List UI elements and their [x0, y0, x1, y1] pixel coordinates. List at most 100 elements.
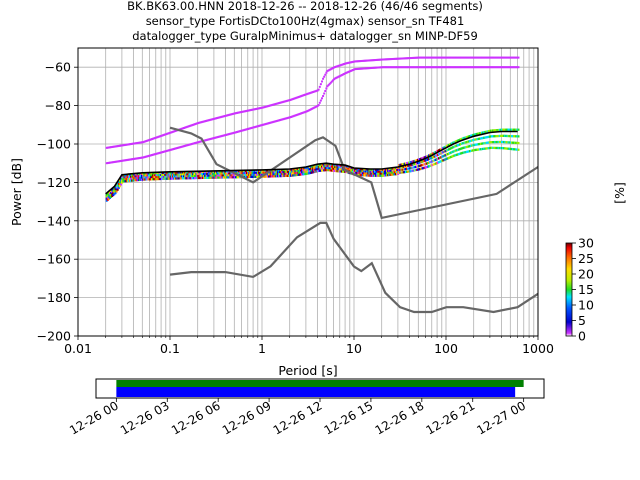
- psd-cell: [504, 56, 507, 59]
- psd-cell: [114, 188, 117, 191]
- psd-cell: [347, 167, 350, 170]
- psd-cell: [105, 146, 108, 149]
- psd-cell: [401, 57, 404, 60]
- psd-cell: [173, 130, 176, 133]
- psd-cell: [294, 168, 297, 171]
- psd-cell: [155, 152, 158, 155]
- psd-cell: [223, 174, 226, 177]
- psd-cell: [306, 92, 309, 95]
- psd-cell: [487, 135, 490, 138]
- psd-cell: [402, 162, 405, 166]
- psd-cell: [146, 155, 149, 158]
- psd-cell: [502, 147, 505, 150]
- psd-cell: [144, 172, 147, 175]
- psd-cell: [261, 171, 264, 174]
- psd-cell: [110, 195, 113, 198]
- psd-cell: [502, 140, 505, 144]
- psd-cell: [396, 172, 399, 176]
- psd-cell: [308, 170, 311, 173]
- psd-cell: [304, 170, 307, 174]
- psd-cell: [387, 172, 390, 175]
- psd-cell: [344, 170, 347, 173]
- psd-cell: [118, 160, 121, 163]
- psd-cell: [502, 134, 505, 137]
- psd-cell: [365, 168, 368, 171]
- psd-cell: [165, 133, 168, 136]
- psd-cell: [319, 169, 322, 172]
- psd-cell: [131, 158, 134, 161]
- psd-cell: [443, 146, 446, 149]
- psd-cell: [339, 64, 342, 67]
- psd-cell: [228, 133, 231, 136]
- psd-cell: [393, 169, 396, 172]
- psd-cell: [147, 178, 150, 181]
- psd-cell: [262, 171, 265, 174]
- psd-cell: [487, 130, 490, 133]
- psd-cell: [506, 147, 509, 150]
- psd-cell: [492, 129, 495, 132]
- psd-cell: [281, 169, 284, 172]
- psd-cell: [199, 140, 202, 143]
- psd-cell: [499, 134, 502, 138]
- psd-cell: [157, 152, 160, 155]
- psd-cell: [251, 171, 254, 175]
- psd-cell: [138, 173, 141, 176]
- psd-cell: [429, 56, 432, 59]
- psd-cell: [457, 66, 460, 69]
- psd-cell: [203, 139, 206, 142]
- psd-cell: [174, 147, 177, 150]
- psd-cell: [493, 140, 496, 144]
- psd-cell: [417, 56, 420, 59]
- psd-cell: [349, 170, 352, 173]
- psd-cell: [426, 161, 429, 165]
- psd-cell: [139, 156, 142, 159]
- psd-cell: [149, 138, 152, 141]
- psd-cell: [381, 66, 384, 69]
- psd-cell: [153, 137, 156, 140]
- psd-cell: [434, 154, 437, 158]
- psd-cell: [173, 175, 176, 178]
- psd-cell: [413, 66, 416, 69]
- psd-cell: [106, 192, 109, 196]
- psd-cell: [285, 169, 288, 172]
- psd-cell: [442, 159, 445, 162]
- psd-cell: [163, 150, 166, 153]
- psd-cell: [482, 131, 485, 134]
- psd-cell: [435, 66, 438, 69]
- psd-cell: [241, 110, 244, 113]
- psd-cell: [471, 66, 474, 69]
- psd-cell: [298, 167, 301, 171]
- psd-cell: [488, 66, 491, 69]
- psd-cell: [297, 95, 300, 98]
- psd-cell: [105, 162, 108, 165]
- psd-cell: [439, 66, 442, 69]
- psd-cell: [372, 170, 375, 174]
- psd-cell: [288, 174, 291, 177]
- psd-cell: [222, 134, 225, 137]
- psd-cell: [134, 142, 137, 145]
- psd-cell: [242, 110, 245, 113]
- psd-cell: [407, 161, 410, 165]
- psd-cell: [160, 151, 163, 154]
- psd-cell: [511, 66, 514, 69]
- psd-cell: [158, 172, 161, 175]
- psd-cell: [233, 131, 236, 134]
- psd-cell: [445, 149, 448, 152]
- psd-cell: [124, 180, 127, 183]
- psd-cell: [129, 179, 132, 182]
- psd-cell: [380, 168, 383, 172]
- psd-cell: [387, 170, 390, 173]
- psd-cell: [155, 172, 158, 175]
- psd-cell: [184, 175, 187, 178]
- psd-cell: [484, 66, 487, 69]
- psd-cell: [216, 117, 219, 120]
- psd-cell: [154, 172, 157, 175]
- psd-cell: [362, 172, 365, 175]
- psd-cell: [386, 170, 389, 173]
- psd-cell: [228, 174, 231, 177]
- psd-cell: [171, 173, 174, 176]
- psd-cell: [136, 173, 139, 176]
- psd-cell: [328, 163, 331, 166]
- psd-cell: [127, 176, 130, 179]
- psd-cell: [138, 176, 141, 180]
